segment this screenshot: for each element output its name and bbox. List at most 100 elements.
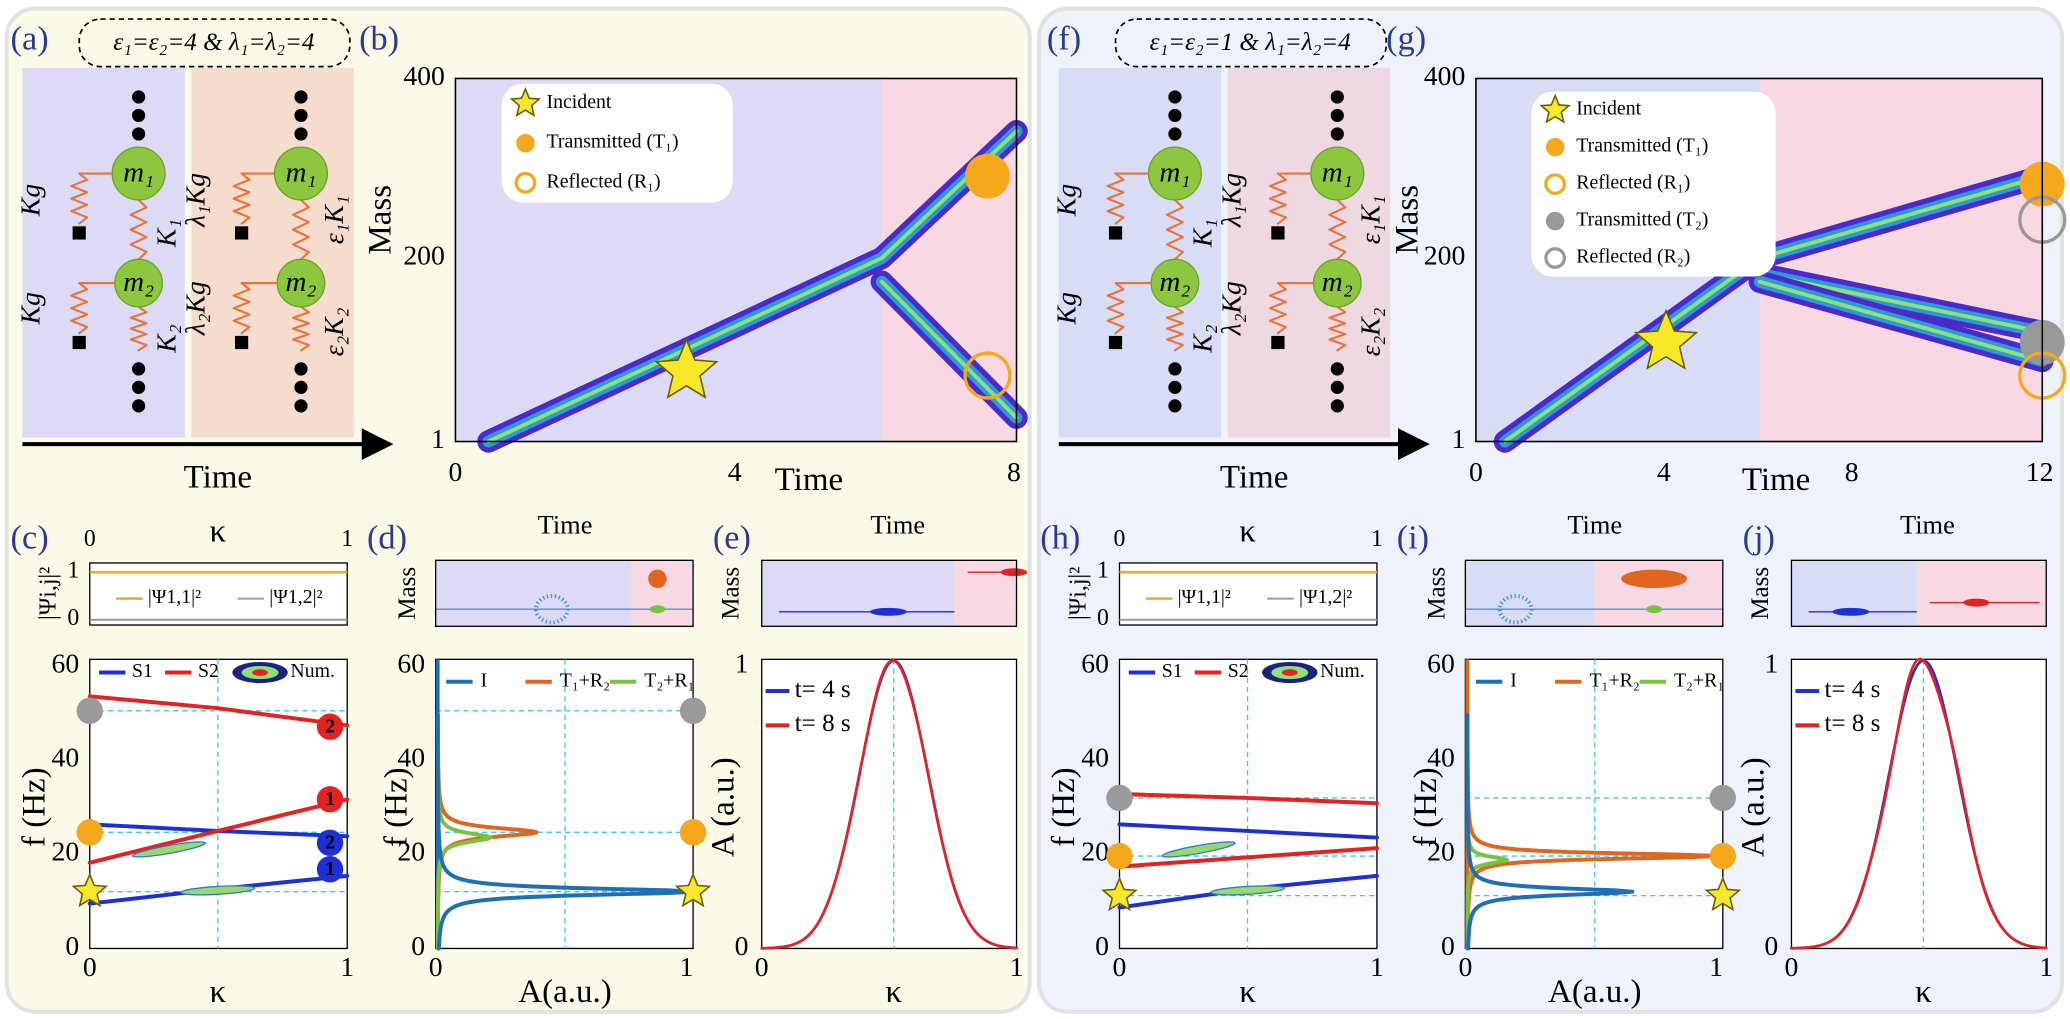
beam bbox=[879, 279, 1019, 420]
y-tick-label: 60 bbox=[1081, 647, 1109, 678]
spring-label: K₂ bbox=[150, 324, 181, 353]
mass-label: m₁ bbox=[123, 157, 154, 189]
band-marker-label: 2 bbox=[325, 716, 335, 738]
ground bbox=[72, 226, 86, 240]
spring bbox=[1165, 305, 1184, 352]
frame bbox=[1464, 658, 1724, 950]
spring-label: K₁ bbox=[1187, 219, 1218, 248]
numeric-blob bbox=[1161, 841, 1236, 858]
frame bbox=[1464, 559, 1724, 627]
region bbox=[191, 67, 354, 438]
ellipsis-dot bbox=[1330, 108, 1344, 123]
x-tick-label: 0 bbox=[449, 456, 463, 487]
x-tick-label: 0 bbox=[83, 951, 97, 982]
y-tick-label: 40 bbox=[1427, 741, 1455, 772]
x-tick-label: 8 bbox=[1845, 456, 1859, 487]
x-tick-label: 1 bbox=[1370, 951, 1384, 982]
ground bbox=[72, 335, 86, 350]
spectrum-curve bbox=[435, 712, 698, 951]
legend-box bbox=[501, 83, 733, 203]
mass bbox=[276, 258, 326, 308]
legend-label: S2 bbox=[198, 660, 219, 682]
wave-packet bbox=[648, 569, 667, 589]
spring bbox=[129, 305, 148, 352]
star-marker bbox=[71, 872, 109, 908]
spring bbox=[129, 198, 148, 261]
star-marker bbox=[1704, 876, 1742, 912]
x-tick-label: 0 bbox=[1785, 951, 1799, 982]
axis-label: f (Hz) bbox=[1046, 767, 1082, 847]
panel-label: (g) bbox=[1386, 19, 1426, 57]
y-tick-label: 1 bbox=[735, 647, 749, 678]
y-tick-label: 40 bbox=[397, 741, 425, 772]
legend-label: t= 8 s bbox=[1824, 710, 1880, 737]
axis-label: A(a.u.) bbox=[1548, 974, 1641, 1010]
numeric-blob bbox=[180, 885, 256, 896]
legend-label: S1 bbox=[132, 660, 153, 682]
legend-label: T₂+R₁ bbox=[644, 669, 694, 691]
y-tick-label: 1 bbox=[67, 558, 79, 584]
marker bbox=[1544, 173, 1567, 195]
marker bbox=[1709, 784, 1737, 812]
marker bbox=[1544, 247, 1567, 269]
axis-label: A(a.u.) bbox=[518, 974, 611, 1010]
frame bbox=[434, 559, 694, 627]
y-tick-label: 0 bbox=[1441, 930, 1455, 961]
curve bbox=[1117, 846, 1379, 869]
frame bbox=[454, 77, 1018, 443]
axis-label: κ bbox=[210, 514, 227, 550]
axis-label: f (Hz) bbox=[378, 767, 414, 847]
axis-label: Mass bbox=[394, 567, 421, 620]
y-tick-label: 200 bbox=[1424, 239, 1466, 270]
wave-packet bbox=[1963, 598, 1990, 607]
region bbox=[631, 560, 694, 627]
band-marker bbox=[316, 829, 344, 857]
wave-packet bbox=[1646, 605, 1663, 614]
star-marker bbox=[509, 86, 542, 117]
spring-label: ε₁K₁ bbox=[1354, 195, 1385, 244]
mass bbox=[1150, 258, 1200, 308]
axis-label: Time bbox=[184, 459, 252, 495]
mass-label: m₂ bbox=[285, 266, 316, 298]
ellipsis-dot bbox=[294, 380, 308, 394]
axis-label: Time bbox=[1220, 459, 1288, 495]
y-tick-label: 20 bbox=[397, 836, 425, 867]
config-box bbox=[1114, 18, 1388, 68]
legend-label: Num. bbox=[290, 660, 335, 682]
legend-label: Num. bbox=[1320, 660, 1365, 682]
y-tick-label: 400 bbox=[403, 60, 445, 91]
legend-symbol bbox=[1281, 669, 1298, 676]
wave-packet bbox=[1621, 569, 1688, 589]
frame bbox=[761, 559, 1018, 627]
x-tick-label: 1 bbox=[1709, 951, 1723, 982]
region bbox=[1759, 78, 2043, 442]
ellipsis-dot bbox=[132, 362, 146, 376]
mass-label: m₂ bbox=[1322, 266, 1353, 298]
y-tick-label: 200 bbox=[403, 239, 445, 270]
spring bbox=[292, 305, 310, 352]
frame bbox=[761, 658, 1018, 950]
star-marker bbox=[654, 337, 719, 399]
wave-packet bbox=[1000, 568, 1028, 577]
x-tick-label: 12 bbox=[2026, 456, 2054, 487]
ellipsis-dot bbox=[1330, 380, 1344, 394]
spring-label: ε₂K₂ bbox=[1354, 308, 1385, 357]
mass bbox=[1310, 146, 1365, 201]
axis-label: κ bbox=[1915, 974, 1932, 1010]
ellipsis-dot bbox=[132, 127, 146, 141]
marker bbox=[965, 153, 1010, 199]
arrow-head bbox=[361, 428, 394, 460]
region bbox=[1916, 560, 2047, 627]
wave-packet bbox=[649, 605, 666, 614]
legend-label: |Ψ1,2|² bbox=[1299, 586, 1352, 608]
axis-label: Mass bbox=[1390, 185, 1426, 255]
marker bbox=[1106, 842, 1133, 870]
legend-label: Reflected (R₁) bbox=[547, 170, 661, 192]
ellipsis-dot bbox=[1168, 380, 1182, 394]
config-text: ε₁=ε₂=4 & λ₁=λ₂=4 bbox=[113, 29, 314, 56]
spring-label: Kg bbox=[1051, 184, 1082, 217]
x-tick-label: 0 bbox=[1469, 456, 1483, 487]
panel-label: (a) bbox=[11, 19, 49, 57]
numeric-blob bbox=[1209, 885, 1286, 896]
